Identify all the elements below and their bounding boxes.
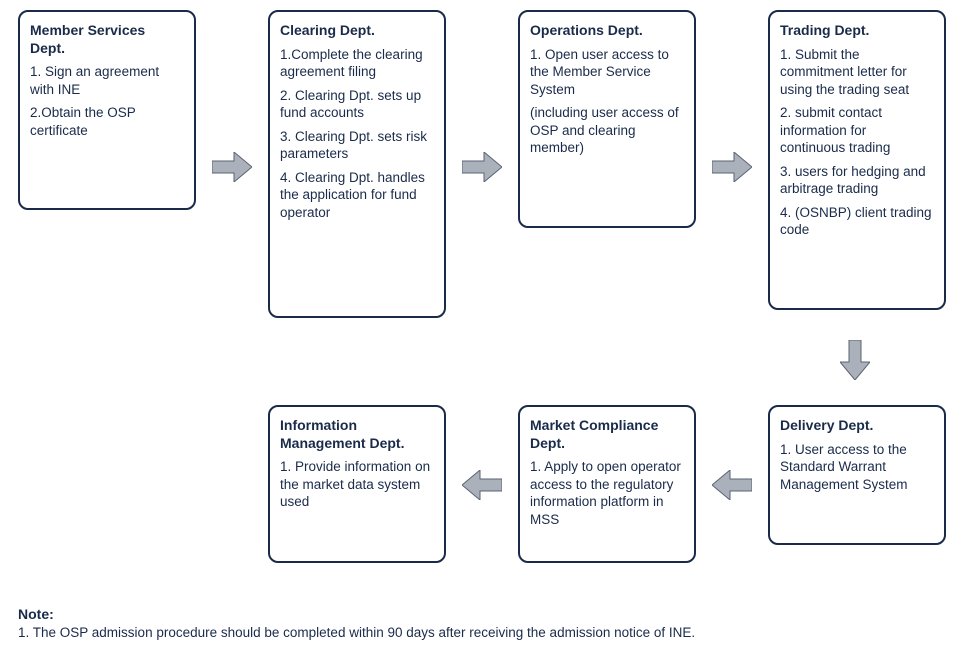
- node-clearing: Clearing Dept. 1.Complete the clearing a…: [268, 10, 446, 318]
- node-item: 1. Provide information on the market dat…: [280, 458, 434, 511]
- node-item: 3. users for hedging and arbitrage tradi…: [780, 163, 934, 198]
- node-item: 1. User access to the Standard Warrant M…: [780, 441, 934, 494]
- node-item: 1.Complete the clearing agreement filing: [280, 46, 434, 81]
- node-title: Member Services Dept.: [30, 22, 184, 57]
- note-block: Note: 1. The OSP admission procedure sho…: [18, 606, 948, 642]
- node-operations: Operations Dept. 1. Open user access to …: [518, 10, 696, 228]
- node-item: 2. submit contact information for contin…: [780, 104, 934, 157]
- note-title: Note:: [18, 606, 948, 622]
- node-item: 1. Open user access to the Member Servic…: [530, 46, 684, 99]
- node-trading: Trading Dept. 1. Submit the commitment l…: [768, 10, 946, 310]
- arrow-right-icon: [712, 152, 752, 182]
- node-item: 2. Clearing Dpt. sets up fund accounts: [280, 87, 434, 122]
- node-item: 4. Clearing Dpt. handles the application…: [280, 169, 434, 222]
- node-title: Operations Dept.: [530, 22, 684, 40]
- node-item: 1. Submit the commitment letter for usin…: [780, 46, 934, 99]
- note-item: 1. The OSP admission procedure should be…: [18, 624, 948, 642]
- arrow-left-icon: [712, 470, 752, 500]
- node-title: Information Management Dept.: [280, 417, 434, 452]
- node-item: 3. Clearing Dpt. sets risk parameters: [280, 128, 434, 163]
- node-item: 2.Obtain the OSP certificate: [30, 104, 184, 139]
- node-item: (including user access of OSP and cleari…: [530, 104, 684, 157]
- node-item: 1. Sign an agreement with INE: [30, 63, 184, 98]
- arrow-down-icon: [840, 340, 870, 380]
- node-title: Market Compliance Dept.: [530, 417, 684, 452]
- arrow-left-icon: [462, 470, 502, 500]
- node-title: Delivery Dept.: [780, 417, 934, 435]
- node-item: 1. Apply to open operator access to the …: [530, 458, 684, 528]
- node-info-mgmt: Information Management Dept. 1. Provide …: [268, 405, 446, 563]
- node-delivery: Delivery Dept. 1. User access to the Sta…: [768, 405, 946, 545]
- arrow-right-icon: [462, 152, 502, 182]
- node-item: 4. (OSNBP) client trading code: [780, 204, 934, 239]
- node-member-services: Member Services Dept. 1. Sign an agreeme…: [18, 10, 196, 210]
- node-market-compliance: Market Compliance Dept. 1. Apply to open…: [518, 405, 696, 563]
- node-title: Trading Dept.: [780, 22, 934, 40]
- arrow-right-icon: [212, 152, 252, 182]
- node-title: Clearing Dept.: [280, 22, 434, 40]
